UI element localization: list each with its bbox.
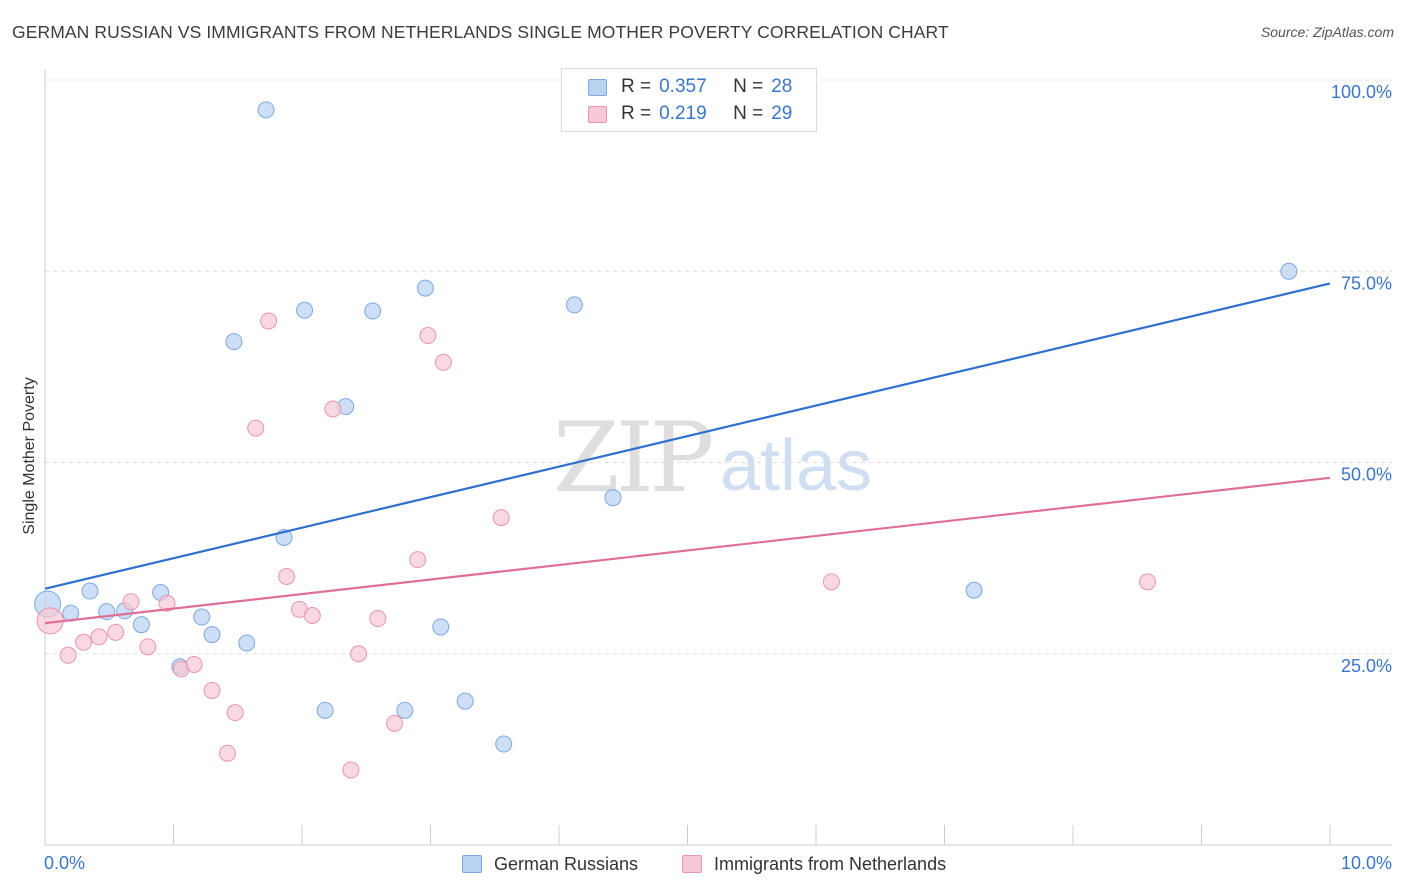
point-german-russians xyxy=(316,701,334,719)
legend-n-label: N = xyxy=(733,103,764,124)
grid-lines xyxy=(45,79,1392,655)
x-tick-label: 0.0% xyxy=(44,853,85,873)
point-netherlands xyxy=(158,594,176,612)
bottom-legend-label: German Russians xyxy=(494,853,639,874)
axes xyxy=(44,70,1392,846)
legend-n-value: 29 xyxy=(771,103,793,124)
trend-line-german-russians xyxy=(44,282,1331,590)
point-netherlands xyxy=(122,593,140,611)
point-german-russians xyxy=(296,301,314,319)
point-netherlands xyxy=(203,681,221,699)
legend-row-netherlands: R = 0.219 N = 29 xyxy=(588,101,792,127)
trend-lines xyxy=(44,282,1331,625)
point-german-russians xyxy=(396,701,414,719)
legend-swatch-blue xyxy=(588,78,607,96)
legend-row-german-russians: R = 0.357 N = 28 xyxy=(588,74,792,100)
bottom-legend-german-russians: German Russians xyxy=(462,852,638,876)
bottom-legend-swatch-pink xyxy=(682,855,702,873)
point-german-russians xyxy=(238,634,256,652)
point-netherlands xyxy=(59,646,77,664)
point-netherlands xyxy=(492,509,510,527)
point-netherlands xyxy=(419,327,437,345)
point-netherlands xyxy=(139,638,157,656)
point-german-russians xyxy=(604,489,622,507)
point-netherlands xyxy=(369,610,387,628)
y-tick-label: 25.0% xyxy=(1341,656,1392,676)
point-netherlands xyxy=(107,623,125,641)
point-german-russians xyxy=(432,618,450,636)
point-netherlands xyxy=(822,573,840,591)
point-german-russians xyxy=(132,616,150,634)
point-netherlands xyxy=(90,628,108,646)
legend-r-label: R = xyxy=(621,103,652,124)
point-german-russians xyxy=(416,279,434,297)
bottom-legend-label: Immigrants from Netherlands xyxy=(714,853,947,874)
point-german-russians xyxy=(225,333,243,351)
point-netherlands xyxy=(434,353,452,371)
point-netherlands xyxy=(260,312,278,330)
point-netherlands xyxy=(324,400,342,418)
point-netherlands xyxy=(409,551,427,569)
legend-r-label: R = xyxy=(621,76,652,97)
y-tick-label: 100.0% xyxy=(1331,82,1392,102)
point-german-russians xyxy=(203,626,221,644)
point-german-russians xyxy=(495,735,513,753)
point-netherlands xyxy=(218,744,236,762)
tick-labels: 25.0% 50.0% 75.0% 100.0% 0.0% 10.0% xyxy=(44,82,1392,873)
trend-line-netherlands xyxy=(44,476,1331,625)
point-german-russians xyxy=(456,692,474,710)
legend-n-value: 28 xyxy=(771,76,793,97)
legend-r-value: 0.357 xyxy=(659,76,707,97)
bottom-legend-swatch-blue xyxy=(462,855,482,873)
data-points xyxy=(34,73,1298,779)
y-tick-label: 75.0% xyxy=(1341,273,1392,293)
watermark-atlas: atlas xyxy=(720,426,873,506)
point-netherlands xyxy=(342,761,360,779)
point-netherlands xyxy=(278,567,296,585)
point-netherlands xyxy=(75,633,93,651)
point-netherlands xyxy=(247,419,265,437)
bottom-legend-netherlands: Immigrants from Netherlands xyxy=(682,852,946,876)
point-german-russians xyxy=(193,608,211,626)
point-netherlands xyxy=(350,645,368,663)
point-netherlands xyxy=(185,655,203,673)
x-tick-label: 10.0% xyxy=(1341,853,1392,873)
point-netherlands xyxy=(226,704,244,722)
point-netherlands xyxy=(386,714,404,732)
watermark-zip: ZIP xyxy=(553,402,714,514)
point-netherlands xyxy=(1139,573,1157,591)
point-german-russians xyxy=(1280,262,1298,280)
point-netherlands xyxy=(303,607,321,624)
correlation-legend: R = 0.357 N = 28 R = 0.219 N = 29 xyxy=(561,68,817,132)
point-german-russians xyxy=(364,302,382,320)
legend-n-label: N = xyxy=(733,76,764,97)
point-german-russians xyxy=(965,581,983,599)
y-tick-label: 50.0% xyxy=(1341,465,1392,485)
y-axis-label: Single Mother Poverty xyxy=(21,377,38,534)
source-label: Source: ZipAtlas.com xyxy=(1260,24,1394,40)
chart-title: GERMAN RUSSIAN VS IMMIGRANTS FROM NETHER… xyxy=(12,22,949,42)
point-german-russians xyxy=(81,582,99,600)
legend-r-value: 0.219 xyxy=(659,103,707,124)
point-german-russians xyxy=(565,296,583,314)
point-german-russians xyxy=(257,101,275,119)
legend-swatch-pink xyxy=(588,105,607,123)
